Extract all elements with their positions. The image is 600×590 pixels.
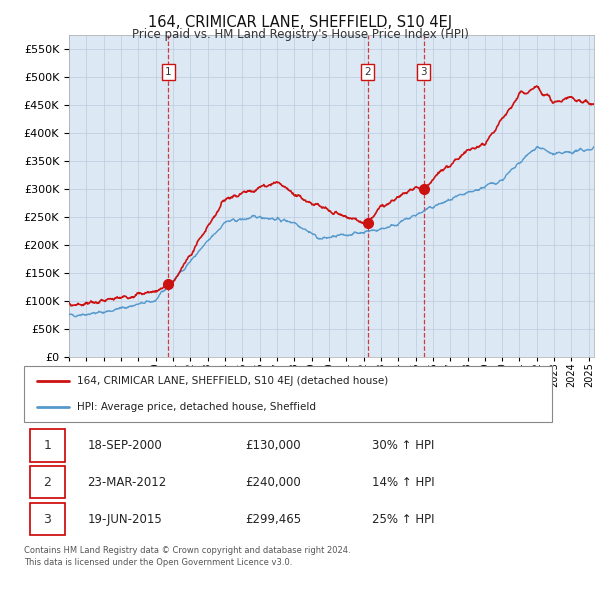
FancyBboxPatch shape	[29, 466, 65, 499]
Text: HPI: Average price, detached house, Sheffield: HPI: Average price, detached house, Shef…	[77, 402, 316, 412]
Text: Price paid vs. HM Land Registry's House Price Index (HPI): Price paid vs. HM Land Registry's House …	[131, 28, 469, 41]
Text: 1: 1	[44, 439, 52, 452]
FancyBboxPatch shape	[29, 503, 65, 535]
Text: 3: 3	[44, 513, 52, 526]
Text: 3: 3	[421, 67, 427, 77]
Text: 164, CRIMICAR LANE, SHEFFIELD, S10 4EJ (detached house): 164, CRIMICAR LANE, SHEFFIELD, S10 4EJ (…	[77, 376, 388, 386]
Text: 164, CRIMICAR LANE, SHEFFIELD, S10 4EJ: 164, CRIMICAR LANE, SHEFFIELD, S10 4EJ	[148, 15, 452, 30]
Text: Contains HM Land Registry data © Crown copyright and database right 2024.: Contains HM Land Registry data © Crown c…	[24, 546, 350, 555]
Text: 14% ↑ HPI: 14% ↑ HPI	[372, 476, 434, 489]
Text: 23-MAR-2012: 23-MAR-2012	[88, 476, 167, 489]
Text: 2: 2	[364, 67, 371, 77]
Text: This data is licensed under the Open Government Licence v3.0.: This data is licensed under the Open Gov…	[24, 558, 292, 566]
Text: £299,465: £299,465	[245, 513, 301, 526]
Text: 1: 1	[165, 67, 172, 77]
Text: 19-JUN-2015: 19-JUN-2015	[88, 513, 162, 526]
Text: 30% ↑ HPI: 30% ↑ HPI	[372, 439, 434, 452]
Text: 18-SEP-2000: 18-SEP-2000	[88, 439, 162, 452]
Text: 25% ↑ HPI: 25% ↑ HPI	[372, 513, 434, 526]
FancyBboxPatch shape	[29, 430, 65, 461]
Text: £240,000: £240,000	[245, 476, 301, 489]
Text: £130,000: £130,000	[245, 439, 301, 452]
Text: 2: 2	[44, 476, 52, 489]
